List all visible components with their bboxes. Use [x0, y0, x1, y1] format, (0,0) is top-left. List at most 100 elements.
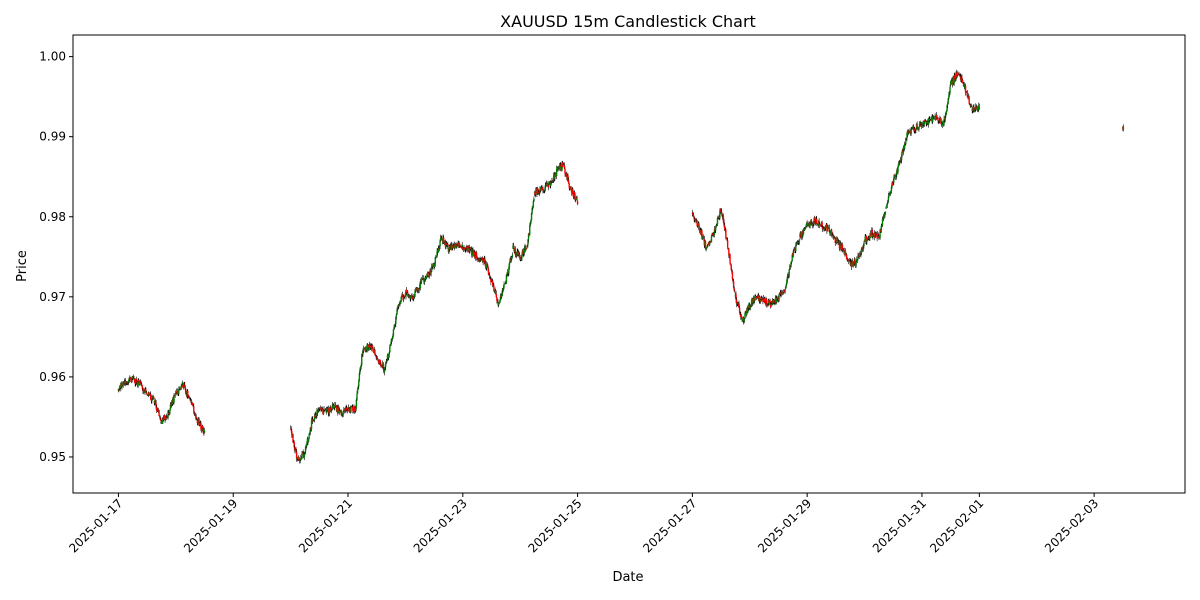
candle-body [918, 127, 920, 130]
candle-body [875, 233, 877, 235]
candle-body [958, 75, 961, 76]
candle-body [846, 259, 848, 261]
candle-body [187, 391, 189, 396]
candle-body [961, 77, 963, 80]
candle-body [338, 411, 341, 413]
candle-body [393, 327, 395, 330]
candle-body [782, 291, 784, 294]
candle-body [452, 245, 454, 249]
candle-body [402, 297, 405, 300]
candle-body [480, 259, 482, 261]
candle-body [921, 124, 923, 126]
candle-body [969, 105, 972, 107]
candle-body [434, 257, 436, 264]
candle-body [788, 269, 790, 276]
candle-body [436, 251, 438, 256]
candle-body [916, 124, 918, 128]
candle-body [192, 405, 194, 406]
candle-body [884, 211, 887, 213]
candle-body [428, 273, 431, 277]
candle-body [733, 288, 735, 291]
candle-body [518, 254, 521, 258]
candle-body [735, 293, 737, 300]
candle-body [401, 295, 403, 297]
candle-body [930, 119, 932, 121]
candle-body [382, 363, 384, 370]
candle-body [970, 105, 972, 107]
candle-body [504, 283, 506, 285]
candle-body [196, 419, 198, 421]
candle-body [771, 300, 774, 305]
candle-body [910, 129, 912, 134]
candle-body [176, 393, 178, 395]
candle-body [180, 385, 182, 390]
candle-body [893, 177, 895, 183]
candle-body [361, 354, 363, 366]
candle-body [862, 245, 865, 250]
candle-body [435, 255, 438, 258]
candle-body [546, 184, 548, 186]
candle-body [447, 244, 449, 247]
candle-body [963, 84, 966, 87]
candle-body [291, 430, 293, 436]
candle-body [174, 395, 176, 396]
candle-body [292, 434, 294, 443]
candle-body [445, 243, 448, 245]
candle-body [964, 85, 967, 93]
candle-body [511, 257, 513, 260]
candle-body [202, 428, 205, 434]
candle-body [188, 397, 190, 398]
candle-body [932, 116, 934, 123]
candle-body [853, 263, 855, 267]
candle-body [877, 233, 880, 235]
candle-body [929, 118, 931, 121]
candle-body [900, 154, 903, 161]
candle-body [529, 222, 532, 226]
candle-body [302, 452, 304, 455]
candle-body [809, 223, 811, 227]
candle-body [145, 392, 148, 394]
candle-body [973, 106, 975, 111]
candle-body [396, 309, 398, 315]
candle-body [798, 241, 801, 243]
candle-body [497, 302, 500, 305]
candle-body [182, 382, 185, 388]
candle-body [389, 345, 391, 353]
candle-body [465, 249, 467, 251]
candle-body [866, 240, 868, 242]
candles-layer [117, 69, 1125, 464]
candle-body [471, 250, 474, 256]
candle-body [340, 410, 343, 416]
candle-body [793, 249, 795, 251]
candle-body [466, 246, 468, 249]
candle-body [164, 419, 166, 421]
candle-body [489, 278, 491, 280]
candle-body [849, 261, 851, 265]
candle-body [564, 168, 566, 174]
candle-body [532, 205, 534, 209]
candle-body [511, 254, 514, 258]
candle-body [506, 273, 508, 275]
candle-body [832, 235, 835, 237]
candle-body [574, 196, 576, 201]
candle-body [546, 184, 549, 185]
candle-body [706, 245, 709, 248]
candle-body [855, 260, 857, 265]
candle-body [795, 245, 797, 251]
candle-body [554, 173, 556, 180]
candle-body [138, 379, 140, 382]
candle-body [839, 244, 841, 249]
candle-body [321, 408, 323, 410]
candle-body [754, 295, 756, 301]
candle-body [148, 392, 150, 395]
candle-body [731, 270, 733, 272]
candle-body [301, 453, 303, 459]
candle-body [704, 241, 707, 249]
candle-body [550, 181, 552, 184]
candle-body [975, 106, 977, 110]
candle-body [298, 456, 300, 461]
candle-body [494, 289, 497, 294]
candle-body [385, 361, 387, 363]
candle-body [394, 324, 396, 327]
candle-body [495, 293, 497, 298]
